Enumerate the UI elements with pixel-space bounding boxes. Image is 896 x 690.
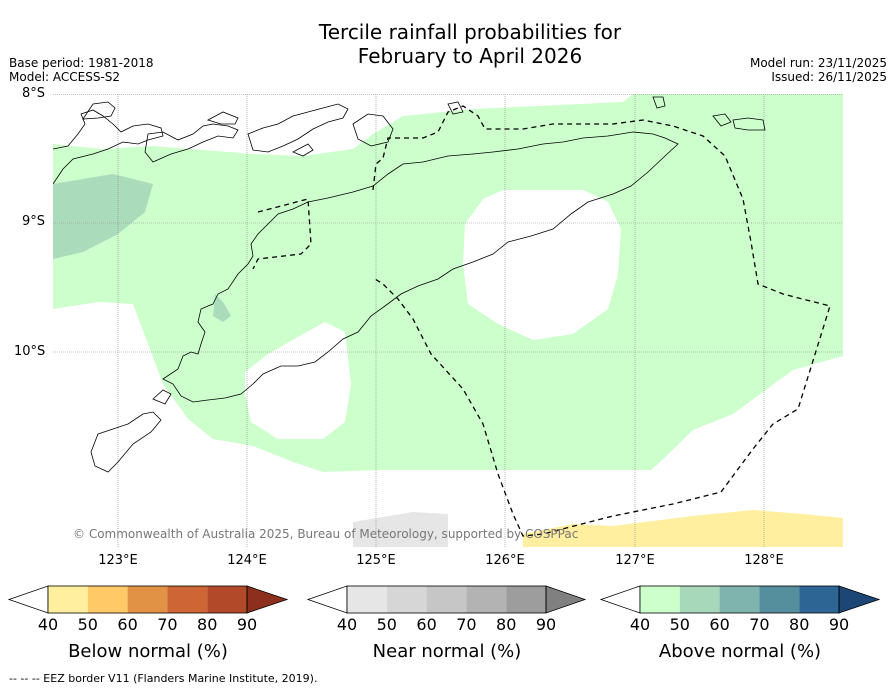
lon-label-125e: 125°E — [356, 553, 396, 568]
colorbars — [7, 585, 881, 614]
lon-label-127e: 127°E — [615, 553, 655, 568]
eez-borders — [252, 105, 831, 537]
above-normal-50-region-small — [213, 294, 231, 322]
meta-right: Model run: 23/11/2025 Issued: 26/11/2025 — [750, 56, 887, 84]
colorbar-segment — [48, 586, 88, 613]
colorbar-tick-label: 80 — [789, 615, 810, 634]
colorbar-segment — [466, 586, 507, 613]
colorbar-segment — [506, 586, 546, 613]
model-name: Model: ACCESS-S2 — [9, 70, 121, 84]
colorbar-outline — [639, 585, 840, 614]
colorbar-extend-low — [306, 585, 348, 614]
lon-label-126e: 126°E — [485, 553, 525, 568]
colorbar-extend-low — [599, 585, 641, 614]
colorbar-tick-label: 60 — [416, 615, 437, 634]
colorbar-segment — [347, 586, 387, 613]
colorbar-tick-label: 90 — [535, 615, 557, 634]
meta-left: Base period: 1981-2018 Model: ACCESS-S2 — [9, 56, 154, 84]
map-grid — [53, 94, 843, 547]
colorbar-near-normal — [306, 585, 587, 614]
colorbar-tick-label: 50 — [77, 615, 98, 634]
title-line-2: February to April 2026 — [357, 44, 583, 68]
colorbar-outline — [47, 585, 248, 614]
eez-legend-footer: -- -- -- EEZ border V11 (Flanders Marine… — [9, 672, 318, 685]
colorbar-outline — [346, 585, 547, 614]
colorbar-tick-label: 50 — [669, 615, 690, 634]
colorbar-tick-label: 40 — [336, 615, 358, 634]
colorbar-segment — [87, 586, 128, 613]
colorbar-tick-label: 60 — [117, 615, 138, 634]
above-normal-50-region-west — [53, 174, 153, 259]
issued-date: Issued: 26/11/2025 — [771, 70, 887, 84]
colorbar-segment — [386, 586, 427, 613]
lat-label-9s: 9°S — [22, 214, 46, 229]
colorbar-segment — [679, 586, 720, 613]
colorbar-title-above: Above normal (%) — [658, 641, 822, 662]
title-line-1: Tercile rainfall probabilities for — [318, 20, 622, 44]
base-period: Base period: 1981-2018 — [9, 56, 154, 70]
colorbar-tick-label: 90 — [236, 615, 258, 634]
colorbar-tick-label: 60 — [709, 615, 730, 634]
colorbar-extend-high — [838, 585, 881, 614]
copyright-notice: © Commonwealth of Australia 2025, Bureau… — [73, 527, 579, 541]
colorbar-tick-label: 40 — [629, 615, 651, 634]
colorbar-segment — [167, 586, 208, 613]
colorbar-segment — [759, 586, 800, 613]
colorbar-tick-label: 80 — [496, 615, 517, 634]
colorbar-segment — [719, 586, 760, 613]
lon-label-128e: 128°E — [744, 553, 784, 568]
lon-label-123e: 123°E — [98, 553, 138, 568]
map-title: Tercile rainfall probabilities for Febru… — [0, 20, 896, 68]
colorbar-segment — [426, 586, 467, 613]
colorbar-tick-label: 80 — [197, 615, 218, 634]
near-normal-40-region — [353, 512, 448, 547]
colorbar-extend-low — [7, 585, 49, 614]
colorbar-tick-label: 70 — [456, 615, 477, 634]
rainfall-map — [53, 94, 843, 547]
model-run: Model run: 23/11/2025 — [749, 56, 887, 70]
map-svg — [53, 94, 843, 547]
colorbar-tick-label: 40 — [37, 615, 59, 634]
colorbar-extend-high — [246, 585, 289, 614]
colorbar-title-below: Below normal (%) — [68, 641, 228, 662]
colorbar-tick-label: 90 — [828, 615, 850, 634]
lat-label-10s: 10°S — [14, 344, 46, 359]
normal-hole-east — [463, 190, 621, 340]
below-normal-40-region — [523, 510, 843, 547]
normal-hole-south — [245, 322, 351, 439]
above-normal-40-region — [53, 94, 843, 472]
colorbar-above-normal — [599, 585, 881, 614]
colorbar-title-near: Near normal (%) — [372, 641, 522, 662]
colorbar-segment — [799, 586, 839, 613]
colorbar-below-normal — [7, 585, 289, 614]
colorbar-tick-label: 70 — [749, 615, 770, 634]
lon-label-124e: 124°E — [227, 553, 267, 568]
lat-label-8s: 8°S — [22, 86, 46, 101]
colorbar-segment — [127, 586, 168, 613]
colorbar-segment — [207, 586, 247, 613]
colorbar-tick-label: 50 — [376, 615, 397, 634]
colorbar-extend-high — [545, 585, 587, 614]
colorbar-segment — [640, 586, 680, 613]
coastlines — [53, 96, 766, 473]
colorbar-tick-label: 70 — [157, 615, 178, 634]
